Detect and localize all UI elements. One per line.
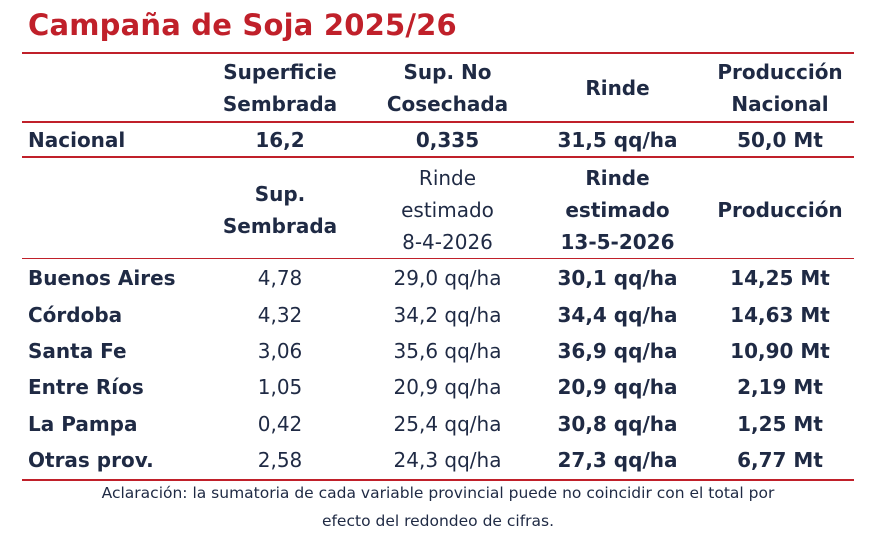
cell-rinde-previo: 20,9 qq/ha — [393, 375, 502, 399]
cell-rinde-previo: 35,6 qq/ha — [393, 339, 502, 363]
row-label: La Pampa — [28, 412, 138, 436]
cell-produccion: 2,19 Mt — [737, 375, 823, 399]
header-superficie-sembrada: Superficie Sembrada — [205, 56, 355, 120]
cell-sup-sembrada: 1,05 — [257, 375, 303, 399]
divider-national-row — [22, 156, 854, 158]
header-line: Nacional — [731, 92, 829, 116]
cell-produccion: 10,90 Mt — [730, 339, 830, 363]
header-produccion: Producción — [700, 162, 860, 258]
footnote: Aclaración: la sumatoria de cada variabl… — [22, 479, 854, 535]
row-label: Córdoba — [28, 303, 123, 327]
header-line: Rinde — [585, 76, 650, 100]
cell-produccion: 50,0 Mt — [737, 128, 823, 152]
cell-rinde: 31,5 qq/ha — [557, 128, 678, 152]
cell-rinde-previo: 34,2 qq/ha — [393, 303, 502, 327]
cell-rinde-actual: 30,8 qq/ha — [557, 412, 678, 436]
cell-rinde-actual: 34,4 qq/ha — [557, 303, 678, 327]
header-rinde: Rinde — [540, 56, 695, 120]
header-sup-sembrada: Sup. Sembrada — [205, 162, 355, 258]
cell-rinde-previo: 29,0 qq/ha — [393, 266, 502, 290]
divider-national-header — [22, 121, 854, 123]
cell-sup-sembrada: 3,06 — [257, 339, 303, 363]
header-sup-no-cosechada: Sup. No Cosechada — [370, 56, 525, 120]
header-line: 13-5-2026 — [560, 230, 675, 254]
header-line: 8-4-2026 — [402, 230, 493, 254]
cell-sup-sembrada: 4,32 — [257, 303, 303, 327]
header-line: Sup. No — [403, 60, 492, 84]
header-rinde-estimado-previo: Rinde estimado 8-4-2026 — [370, 162, 525, 258]
divider-bottom — [22, 479, 854, 481]
row-label: Nacional — [28, 128, 126, 152]
header-line: Producción — [717, 198, 843, 222]
cell-sup-sembrada: 0,42 — [257, 412, 303, 436]
footnote-line: Aclaración: la sumatoria de cada variabl… — [101, 484, 775, 502]
header-rinde-estimado-actual: Rinde estimado 13-5-2026 — [540, 162, 695, 258]
header-line: Cosechada — [386, 92, 509, 116]
footnote-line: efecto del redondeo de cifras. — [321, 512, 555, 530]
row-label: Otras prov. — [28, 448, 154, 472]
cell-produccion: 6,77 Mt — [737, 448, 823, 472]
header-line: Rinde — [585, 166, 650, 190]
cell-sup-sembrada: 2,58 — [257, 448, 303, 472]
divider-top — [22, 52, 854, 54]
cell-rinde-actual: 27,3 qq/ha — [557, 448, 678, 472]
header-line: estimado — [565, 198, 670, 222]
cell-rinde-actual: 30,1 qq/ha — [557, 266, 678, 290]
cell-sup-sembrada: 4,78 — [257, 266, 303, 290]
cell-rinde-actual: 20,9 qq/ha — [557, 375, 678, 399]
row-label: Santa Fe — [28, 339, 127, 363]
row-label: Entre Ríos — [28, 375, 144, 399]
header-line: Producción — [717, 60, 843, 84]
header-line: Rinde — [418, 166, 477, 190]
page-title: Campaña de Soja 2025/26 — [28, 8, 457, 42]
cell-rinde-previo: 24,3 qq/ha — [393, 448, 502, 472]
cell-produccion: 14,25 Mt — [730, 266, 830, 290]
cell-superficie: 16,2 — [255, 128, 305, 152]
row-label: Buenos Aires — [28, 266, 176, 290]
cell-produccion: 1,25 Mt — [737, 412, 823, 436]
cell-sup-no-cosechada: 0,335 — [415, 128, 480, 152]
header-produccion-nacional: Producción Nacional — [700, 56, 860, 120]
header-line: Superficie — [223, 60, 337, 84]
cell-rinde-actual: 36,9 qq/ha — [557, 339, 678, 363]
cell-rinde-previo: 25,4 qq/ha — [393, 412, 502, 436]
header-line: Sembrada — [222, 92, 338, 116]
divider-provincial-header — [22, 258, 854, 259]
header-line: estimado — [401, 198, 494, 222]
header-line: Sembrada — [222, 214, 338, 238]
header-line: Sup. — [254, 182, 306, 206]
cell-produccion: 14,63 Mt — [730, 303, 830, 327]
